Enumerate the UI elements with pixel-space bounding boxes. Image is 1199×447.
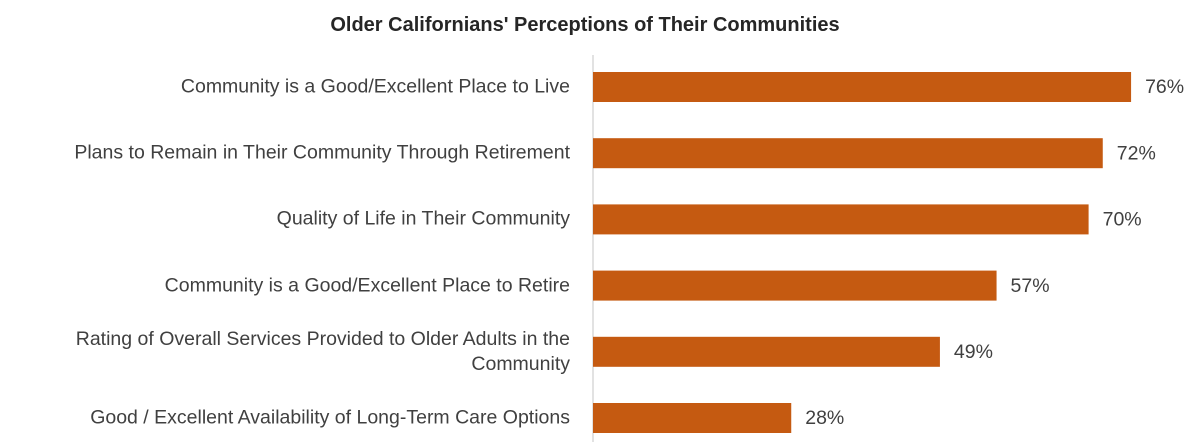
value-label: 70% [1103,209,1142,231]
bar [593,204,1089,235]
category-label: Community is a Good/Excellent Place to R… [164,274,570,297]
bar [593,138,1103,169]
bar [593,403,792,433]
bar [593,72,1132,102]
value-label: 49% [954,341,993,363]
value-label: 76% [1145,76,1184,98]
value-label: 57% [1011,275,1050,297]
bar [593,336,940,367]
value-label: 72% [1117,142,1156,164]
category-label: Rating of Overall Services Provided to O… [75,327,570,375]
category-label: Good / Excellent Availability of Long-Te… [90,406,570,429]
category-label: Community is a Good/Excellent Place to L… [180,75,570,98]
value-label: 28% [805,407,844,429]
bar [593,270,997,301]
category-label: Quality of Life in Their Community [276,207,570,230]
category-label: Plans to Remain in Their Community Throu… [74,141,570,164]
chart-title: Older Californians' Perceptions of Their… [330,14,840,36]
